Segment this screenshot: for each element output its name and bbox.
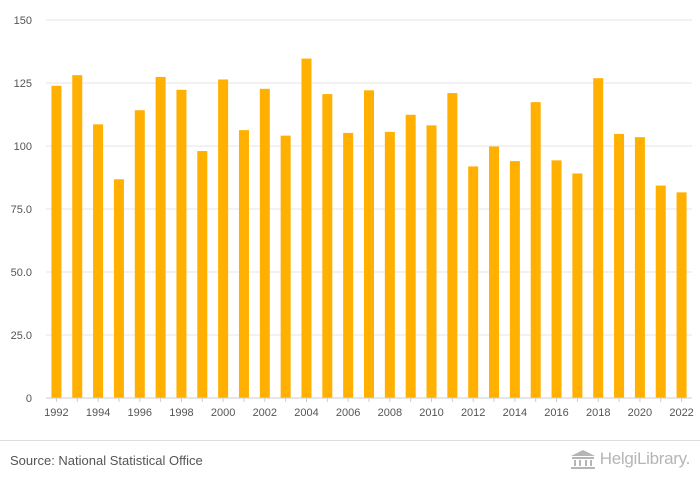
- bars: [51, 58, 687, 399]
- x-tick-label: 2010: [419, 407, 443, 419]
- bar-1995[interactable]: [113, 179, 124, 398]
- chart-footer: Source: National Statistical Office Helg…: [0, 440, 700, 481]
- x-tick-label: 2016: [544, 407, 568, 419]
- brand-logo[interactable]: HelgiLibrary.: [570, 449, 690, 469]
- x-tick-label: 2022: [669, 407, 693, 419]
- bar-2009[interactable]: [405, 114, 416, 398]
- bar-2004[interactable]: [301, 58, 312, 398]
- y-tick-label: 75.0: [11, 204, 32, 216]
- bar-2018[interactable]: [593, 78, 604, 398]
- bar-2012[interactable]: [468, 166, 479, 398]
- bar-1998[interactable]: [176, 89, 187, 398]
- bar-2021[interactable]: [655, 185, 666, 398]
- x-tick-label: 2014: [503, 407, 527, 419]
- bar-2002[interactable]: [259, 88, 270, 399]
- bar-2013[interactable]: [489, 146, 500, 398]
- bar-2005[interactable]: [322, 94, 333, 398]
- bar-2017[interactable]: [572, 173, 583, 398]
- source-note: Source: National Statistical Office: [10, 453, 203, 468]
- bar-1996[interactable]: [134, 110, 145, 398]
- bar-2020[interactable]: [634, 137, 645, 398]
- x-tick-label: 2006: [336, 407, 360, 419]
- y-tick-label: 25.0: [11, 330, 32, 342]
- bar-2008[interactable]: [384, 131, 395, 398]
- x-tick-label: 2008: [378, 407, 402, 419]
- x-axis-tick-labels: 1992 1994 1996 1998 2000 2002 2004 2006 2008 2010…: [44, 398, 694, 419]
- y-tick-label: 150: [14, 15, 32, 27]
- bar-chart: 0 25.0 50.0 75.0 100 125 150 1992 1994 1996 1998 2…: [11, 15, 694, 419]
- y-tick-label: 50.0: [11, 267, 32, 279]
- bar-2019[interactable]: [614, 133, 625, 399]
- x-tick-label: 1996: [128, 407, 152, 419]
- bar-1997[interactable]: [155, 76, 166, 399]
- brand-name: HelgiLibrary.: [599, 449, 691, 468]
- x-tick-label: 1992: [44, 407, 68, 419]
- y-axis-tick-labels: 0 25.0 50.0 75.0 100 125 150: [11, 15, 32, 405]
- bar-2014[interactable]: [509, 161, 520, 398]
- bar-2007[interactable]: [364, 90, 374, 399]
- x-tick-label: 2004: [294, 407, 318, 419]
- x-tick-label: 1998: [169, 407, 193, 419]
- y-tick-label: 100: [14, 141, 32, 153]
- bar-2015[interactable]: [530, 102, 541, 398]
- y-tick-label: 125: [14, 78, 32, 90]
- x-tick-label: 2002: [253, 407, 277, 419]
- x-tick-label: 2018: [586, 407, 610, 419]
- bar-2011[interactable]: [447, 93, 458, 398]
- bar-2010[interactable]: [426, 125, 437, 398]
- bar-1994[interactable]: [93, 124, 104, 398]
- bar-2001[interactable]: [238, 130, 249, 398]
- x-tick-label: 2000: [211, 407, 235, 419]
- bar-2016[interactable]: [551, 160, 562, 398]
- x-tick-label: 2020: [628, 407, 652, 419]
- library-building-icon: [570, 450, 595, 469]
- bar-1993[interactable]: [72, 75, 83, 399]
- x-tick-label: 1994: [86, 407, 110, 419]
- x-tick-label: 2012: [461, 407, 485, 419]
- bar-2003[interactable]: [280, 135, 291, 398]
- bar-2000[interactable]: [218, 79, 229, 399]
- bar-1992[interactable]: [51, 85, 62, 398]
- bar-2022[interactable]: [676, 192, 687, 398]
- bar-1999[interactable]: [197, 151, 208, 398]
- bar-2006[interactable]: [343, 132, 354, 398]
- y-tick-label: 0: [26, 393, 32, 405]
